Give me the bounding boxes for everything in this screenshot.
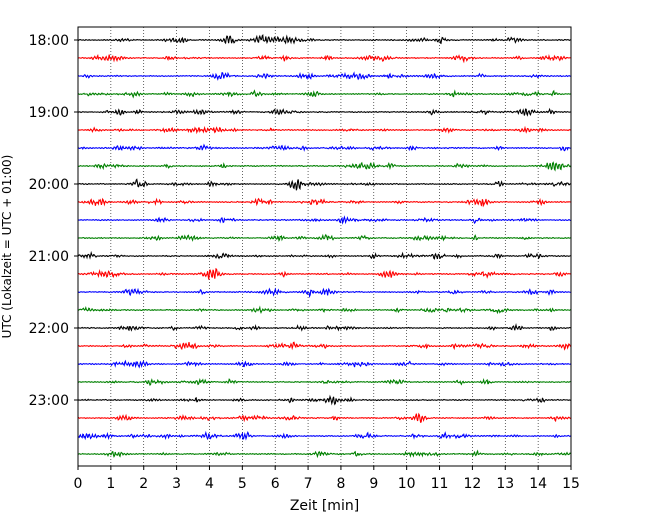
- trace-line: [77, 341, 572, 351]
- trace-line: [77, 215, 571, 225]
- x-tick-label: 14: [529, 476, 547, 492]
- trace-line: [77, 54, 571, 64]
- plot-frame: [77, 26, 572, 467]
- y-axis-ticks: 18:00 19:00 20:00 21:00 22:00 23:00: [29, 33, 78, 409]
- trace-line: [77, 305, 571, 315]
- x-tick-label: 10: [398, 476, 416, 492]
- x-tick-label: 5: [238, 476, 247, 492]
- x-tick-label: 0: [74, 476, 83, 492]
- trace-line: [77, 233, 571, 243]
- x-tick-label: 9: [369, 476, 378, 492]
- trace-line: [77, 412, 571, 424]
- x-tick-label: 2: [139, 476, 148, 492]
- trace-line: [77, 89, 571, 99]
- trace-line: [77, 449, 572, 459]
- x-tick-label: 7: [304, 476, 313, 492]
- y-tick-label: 23:00: [29, 393, 69, 409]
- trace-line: [77, 394, 571, 406]
- x-axis-label: Zeit [min]: [290, 498, 359, 514]
- trace-line: [77, 34, 571, 45]
- x-tick-label: 13: [496, 476, 514, 492]
- trace-line: [77, 287, 571, 299]
- trace-line: [77, 178, 571, 191]
- x-tick-label: 4: [205, 476, 214, 492]
- y-tick-label: 21:00: [29, 249, 69, 265]
- x-gridlines: [110, 27, 539, 466]
- trace-line: [77, 125, 571, 135]
- x-tick-label: 6: [271, 476, 280, 492]
- trace-line: [77, 377, 571, 387]
- y-axis-label: UTC (Lokalzeit = UTC + 01:00): [0, 155, 14, 339]
- trace-line: [77, 430, 571, 441]
- trace-line: [77, 250, 571, 260]
- x-tick-label: 3: [172, 476, 181, 492]
- trace-series: [77, 34, 572, 459]
- y-tick-label: 18:00: [29, 33, 69, 49]
- trace-line: [77, 71, 571, 81]
- x-tick-label: 11: [431, 476, 449, 492]
- trace-line: [77, 322, 571, 332]
- y-tick-label: 20:00: [29, 177, 69, 193]
- y-tick-label: 22:00: [29, 321, 69, 337]
- x-tick-label: 1: [106, 476, 115, 492]
- y-tick-label: 19:00: [29, 105, 69, 121]
- trace-line: [77, 197, 571, 208]
- x-axis-ticks: 0 1 2 3 4 5 6 7 8 9 10 11 12 13 14 15: [74, 466, 580, 492]
- x-tick-label: 8: [336, 476, 345, 492]
- trace-line: [77, 359, 571, 369]
- x-tick-label: 15: [562, 476, 580, 492]
- x-tick-label: 12: [463, 476, 481, 492]
- trace-line: [77, 143, 571, 152]
- trace-line: [77, 161, 572, 172]
- trace-line: [77, 267, 571, 280]
- trace-line: [77, 107, 571, 117]
